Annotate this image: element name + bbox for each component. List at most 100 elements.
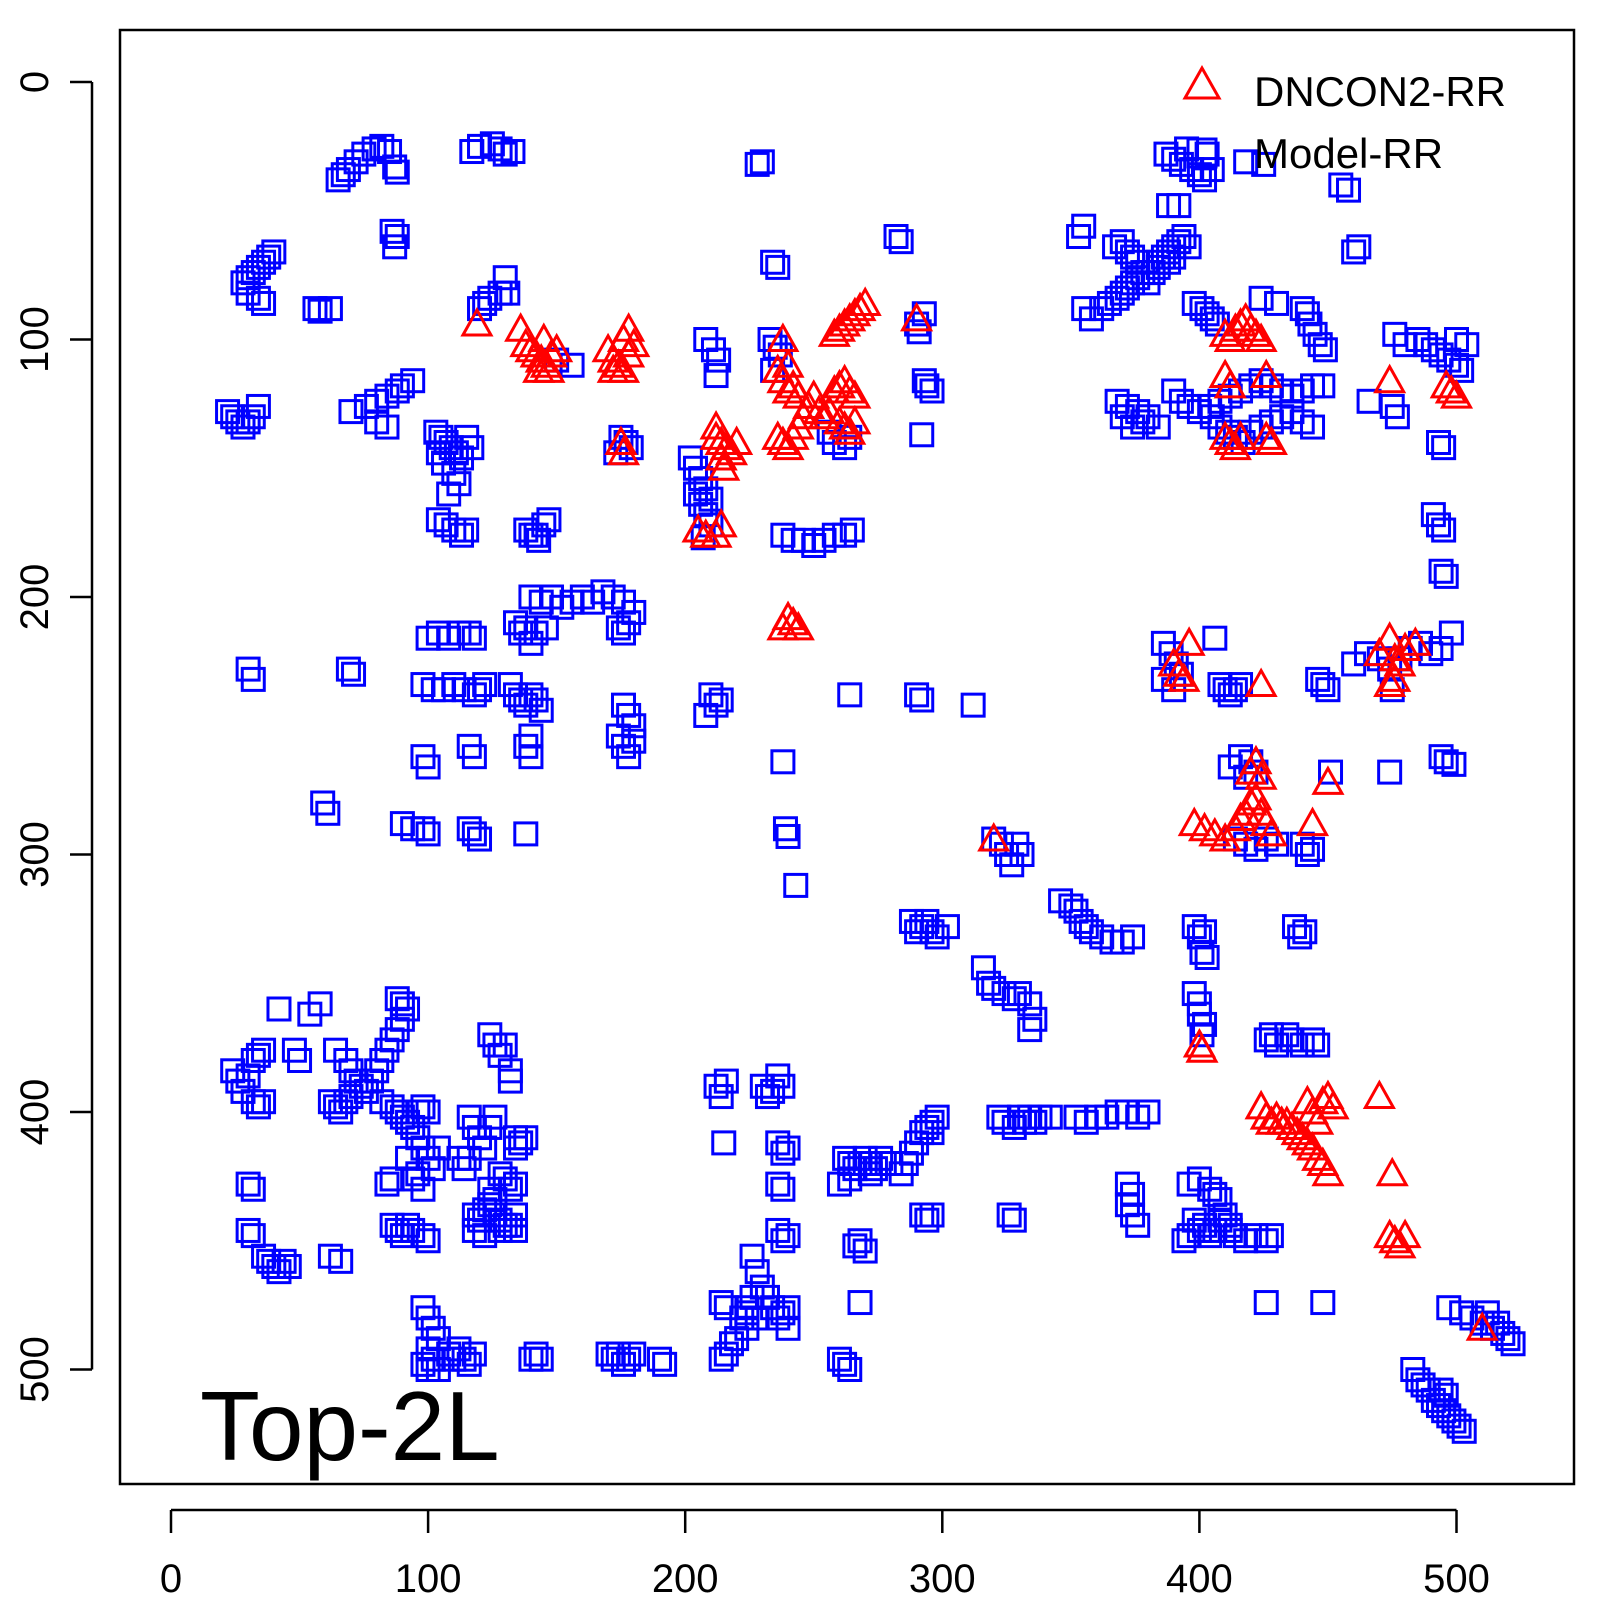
dncon2-rr-point xyxy=(1295,806,1330,837)
model-rr-point xyxy=(703,363,729,389)
dncon2-rr-point xyxy=(807,399,841,430)
model-rr-point xyxy=(906,319,932,345)
dncon2-rr-point xyxy=(766,322,800,352)
model-rr-point xyxy=(1199,157,1225,183)
dncon2-rr-point xyxy=(699,420,733,450)
model-rr-point xyxy=(919,1120,945,1146)
model-rr-point xyxy=(708,1084,734,1110)
model-rr-point xyxy=(713,1341,739,1367)
x-tick-label: 400 xyxy=(1166,1557,1233,1600)
dncon2-rr-point xyxy=(707,451,741,481)
legend: DNCON2-RR Model-RR xyxy=(1182,64,1506,177)
model-rr-point xyxy=(1189,939,1215,965)
dncon2-rr-point xyxy=(1316,1089,1350,1120)
model-rr-point xyxy=(459,435,485,461)
dncon2-rr-point xyxy=(596,353,630,383)
model-rr-point xyxy=(467,677,493,703)
model-rr-point xyxy=(245,393,271,419)
legend-dncon2-label: DNCON2-RR xyxy=(1254,68,1506,115)
x-axis: 0 100 200 300 400 500 xyxy=(160,1508,1490,1600)
x-tick-label: 500 xyxy=(1423,1557,1490,1600)
dncon2-rr-point xyxy=(1290,1125,1324,1156)
model-rr-point xyxy=(503,1217,529,1243)
model-rr-point xyxy=(307,991,333,1017)
model-rr-point xyxy=(1125,1212,1151,1238)
model-rr-point xyxy=(384,159,410,185)
model-rr-points xyxy=(215,131,1526,1444)
model-rr-point xyxy=(1449,357,1475,383)
dncon2-rr-point xyxy=(1301,1141,1335,1171)
dncon2-rr-point xyxy=(1465,1311,1499,1341)
model-rr-point xyxy=(410,1223,436,1249)
model-rr-point xyxy=(1022,1109,1048,1135)
x-tick-label: 100 xyxy=(395,1557,462,1600)
model-rr-point xyxy=(1346,234,1372,260)
dncon2-rr-point xyxy=(1439,379,1474,409)
model-rr-point xyxy=(837,1166,863,1192)
model-rr-point xyxy=(492,1032,518,1058)
model-rr-point xyxy=(1428,1377,1454,1403)
model-rr-point xyxy=(410,816,436,842)
model-rr-point xyxy=(497,1068,523,1094)
dncon2-rr-point xyxy=(460,306,494,337)
dncon2-rr-point xyxy=(514,332,548,363)
model-rr-point xyxy=(616,1346,642,1372)
model-rr-point xyxy=(1294,842,1320,867)
model-rr-point xyxy=(1258,1022,1284,1048)
dncon2-rr-point xyxy=(1378,641,1412,672)
y-tick-label: 500 xyxy=(13,1336,57,1403)
model-rr-point xyxy=(708,687,734,713)
dncon2-rr-point xyxy=(1429,368,1463,399)
model-rr-point xyxy=(523,1341,549,1367)
model-rr-point xyxy=(251,290,277,316)
dncon2-rr-point xyxy=(704,507,738,538)
model-rr-point xyxy=(1253,1290,1279,1316)
model-rr-point xyxy=(1336,177,1362,203)
legend-dncon2-marker xyxy=(1182,64,1222,100)
model-rr-point xyxy=(317,296,343,322)
model-rr-point xyxy=(503,1171,529,1197)
model-rr-point xyxy=(1017,991,1043,1017)
model-rr-point xyxy=(461,625,487,651)
model-rr-point xyxy=(770,1140,796,1166)
model-rr-point xyxy=(837,1357,863,1382)
model-rr-point xyxy=(1500,1331,1526,1357)
model-rr-point xyxy=(909,687,935,713)
dncon2-rr-point xyxy=(1254,816,1288,847)
model-rr-point xyxy=(235,1217,261,1243)
model-rr-point xyxy=(888,229,914,255)
model-rr-point xyxy=(1446,1413,1472,1439)
model-rr-point xyxy=(713,1295,739,1321)
model-rr-point xyxy=(744,1259,770,1285)
dncon2-rr-point xyxy=(838,296,872,327)
model-rr-point xyxy=(384,986,410,1012)
model-rr-point xyxy=(765,1171,791,1197)
dncon2-rr-point xyxy=(1362,1079,1396,1110)
model-rr-point xyxy=(1305,1032,1331,1058)
dncon2-rr-point xyxy=(1239,317,1273,347)
dncon2-rr-point xyxy=(1270,1105,1304,1135)
model-rr-point xyxy=(1001,1207,1027,1233)
model-rr-point xyxy=(1454,332,1480,358)
model-rr-point xyxy=(1307,332,1333,358)
model-rr-point xyxy=(1310,373,1336,399)
model-rr-point xyxy=(770,1073,796,1099)
model-rr-point xyxy=(487,136,513,162)
dncon2-rr-point xyxy=(606,322,641,352)
model-rr-point xyxy=(1161,244,1187,270)
model-rr-point xyxy=(1300,414,1326,440)
model-rr-point xyxy=(245,285,271,311)
model-rr-point xyxy=(765,254,791,280)
model-rr-point xyxy=(1222,677,1248,703)
model-rr-point xyxy=(1287,924,1313,950)
model-rr-point xyxy=(1001,986,1027,1012)
model-rr-point xyxy=(1009,842,1035,867)
model-rr-point xyxy=(379,1166,405,1192)
dncon2-rr-point xyxy=(822,312,857,342)
model-rr-point xyxy=(456,1145,482,1171)
model-rr-point xyxy=(1312,337,1338,363)
model-rr-point xyxy=(1202,625,1228,651)
y-axis: 0 100 200 300 400 500 xyxy=(13,71,94,1403)
model-rr-point xyxy=(379,218,405,244)
dncon2-rr-point xyxy=(1375,1156,1409,1187)
